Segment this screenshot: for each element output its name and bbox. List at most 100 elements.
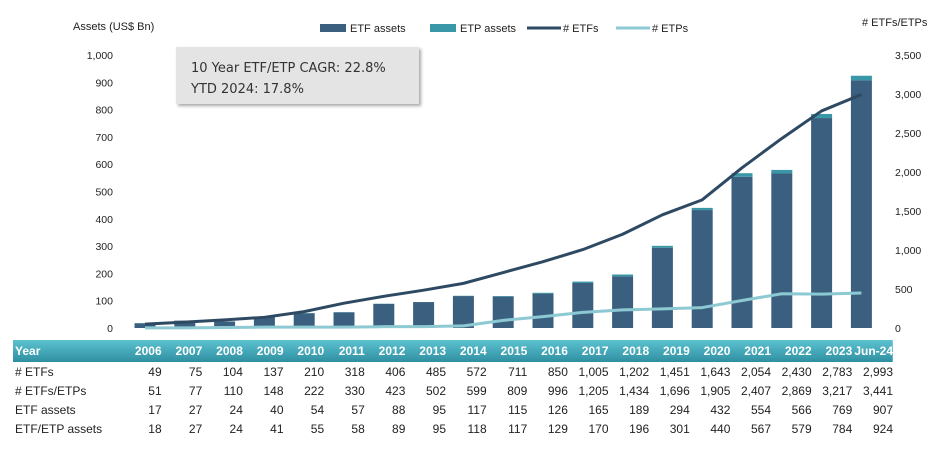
bars-group bbox=[134, 75, 872, 328]
etf-assets-bar bbox=[452, 296, 474, 328]
table-cell: 850 bbox=[547, 364, 568, 379]
left-tick-label: 500 bbox=[95, 187, 113, 199]
etf-assets-bar bbox=[612, 276, 634, 328]
etf-assets-bar bbox=[373, 303, 395, 328]
table-header-year-cell: Jun-24 bbox=[854, 344, 893, 358]
table-cell: 55 bbox=[310, 421, 325, 436]
left-tick-label: 200 bbox=[95, 268, 113, 280]
etf-assets-bar bbox=[651, 247, 673, 328]
table-cell: 210 bbox=[304, 364, 325, 379]
table-cell: 129 bbox=[547, 421, 568, 436]
table-cell: 110 bbox=[223, 383, 243, 398]
etf-assets-bar bbox=[572, 282, 594, 328]
table-cell: 579 bbox=[791, 421, 812, 436]
etp-assets-bar bbox=[492, 296, 514, 297]
table-cell: 1,434 bbox=[619, 383, 650, 398]
legend-label: # ETPs bbox=[652, 23, 689, 35]
table-cell: 711 bbox=[508, 364, 528, 379]
table-cell: 769 bbox=[832, 402, 853, 417]
etf-assets-bar bbox=[691, 210, 713, 328]
table-header-year-cell: 2013 bbox=[419, 344, 446, 358]
right-tick-label: 1,000 bbox=[895, 245, 921, 257]
table-header-year-cell: 2022 bbox=[784, 344, 812, 358]
left-tick-label: 400 bbox=[95, 214, 113, 226]
left-tick-label: 900 bbox=[95, 77, 113, 89]
table-cell: 88 bbox=[392, 402, 406, 417]
right-tick-label: 0 bbox=[895, 323, 901, 335]
table-cell: 572 bbox=[466, 364, 487, 379]
etp-assets-bar bbox=[612, 274, 634, 277]
etp-assets-bar bbox=[731, 173, 753, 177]
table-cell: 502 bbox=[425, 383, 446, 398]
table-cell: 57 bbox=[351, 402, 365, 417]
table-cell: 27 bbox=[188, 402, 203, 417]
legend-label: ETP assets bbox=[460, 23, 517, 35]
table-header-year-cell: 2009 bbox=[256, 344, 284, 358]
table-cell: 24 bbox=[229, 421, 243, 436]
table-cell: 1,696 bbox=[659, 383, 690, 398]
table-cell: 222 bbox=[304, 383, 325, 398]
table-cell: 17 bbox=[148, 402, 162, 417]
table-cell: 1,451 bbox=[659, 364, 690, 379]
table-header-year-cell: 2015 bbox=[500, 344, 528, 358]
left-tick-label: 100 bbox=[95, 296, 113, 308]
table-cell: 330 bbox=[344, 383, 365, 398]
legend-label: ETF assets bbox=[350, 23, 406, 35]
etf-assets-bar bbox=[134, 323, 156, 328]
left-tick-label: 1,000 bbox=[87, 50, 113, 62]
table-cell: 1,005 bbox=[578, 364, 609, 379]
table-cell: 18 bbox=[148, 421, 162, 436]
table-header-row: Year 2006 2007 2008 2009 2010 2011 2012 2013 201… bbox=[13, 340, 893, 362]
table-cell: 196 bbox=[629, 421, 650, 436]
table-header-year-cell: 2011 bbox=[338, 344, 365, 358]
table-cell: 54 bbox=[310, 402, 325, 417]
table-cell: 95 bbox=[432, 402, 446, 417]
table-cell: 41 bbox=[270, 421, 284, 436]
legend-label: # ETFs bbox=[563, 23, 599, 35]
table-header-year-cell: 2023 bbox=[825, 344, 853, 358]
table-row: # ETFs 49 75 104 137 210 318 406 485 572 711 850 1,0… bbox=[13, 362, 893, 381]
table-cell: 126 bbox=[547, 402, 568, 417]
table-cell: 294 bbox=[669, 402, 690, 417]
table-cell: 924 bbox=[872, 421, 893, 436]
etf-assets-bar bbox=[333, 312, 355, 328]
etf-assets-bar bbox=[214, 321, 236, 328]
table-cell: 485 bbox=[425, 364, 446, 379]
chart-area: Assets (US$ Bn) # ETFs/ETPs ETF assets ET… bbox=[73, 17, 928, 335]
table-cell: 137 bbox=[263, 364, 284, 379]
right-tick-label: 500 bbox=[895, 284, 913, 296]
lines-group bbox=[144, 93, 862, 330]
table-cell: 2,783 bbox=[822, 364, 853, 379]
legend: ETF assets ETP assets # ETFs # ETPs bbox=[320, 23, 689, 35]
etp-assets-bar bbox=[651, 245, 673, 248]
table-cell: 51 bbox=[148, 383, 162, 398]
table-row: ETF assets 17 27 24 40 54 57 88 95 117 115 126 165 18… bbox=[13, 400, 893, 419]
table-cell: 423 bbox=[385, 383, 406, 398]
etf-assets-bar bbox=[253, 317, 275, 328]
table-cell: 1,205 bbox=[578, 383, 609, 398]
table-cell: 566 bbox=[791, 402, 812, 417]
table-cell: 567 bbox=[750, 421, 771, 436]
etf-assets-bar bbox=[492, 296, 514, 328]
table-body: # ETFs 49 75 104 137 210 318 406 485 572 711 850 1,0… bbox=[13, 362, 893, 438]
table-header-year-cell: 2020 bbox=[703, 344, 731, 358]
table-header-year-cell: 2014 bbox=[459, 344, 487, 358]
table-cell: 165 bbox=[588, 402, 609, 417]
table-header-year-cell: 2010 bbox=[297, 344, 325, 358]
table-cell: 24 bbox=[229, 402, 243, 417]
table-cell: 996 bbox=[547, 383, 568, 398]
table-row-label: # ETFs/ETPs bbox=[15, 383, 87, 398]
table-row-label: ETF assets bbox=[15, 402, 76, 417]
table-cell: 3,441 bbox=[862, 383, 893, 398]
etf-assets-bar bbox=[771, 173, 793, 328]
table-cell: 49 bbox=[148, 364, 162, 379]
table-header-year: Year bbox=[15, 344, 41, 358]
left-tick-label: 700 bbox=[95, 132, 113, 144]
table-cell: 318 bbox=[344, 364, 365, 379]
num-etfs-line bbox=[144, 93, 862, 326]
table-cell: 148 bbox=[263, 383, 284, 398]
etf-assets-bar bbox=[413, 302, 435, 328]
right-tick-label: 2,000 bbox=[895, 167, 921, 179]
left-tick-label: 300 bbox=[95, 241, 113, 253]
table-cell: 77 bbox=[188, 383, 203, 398]
